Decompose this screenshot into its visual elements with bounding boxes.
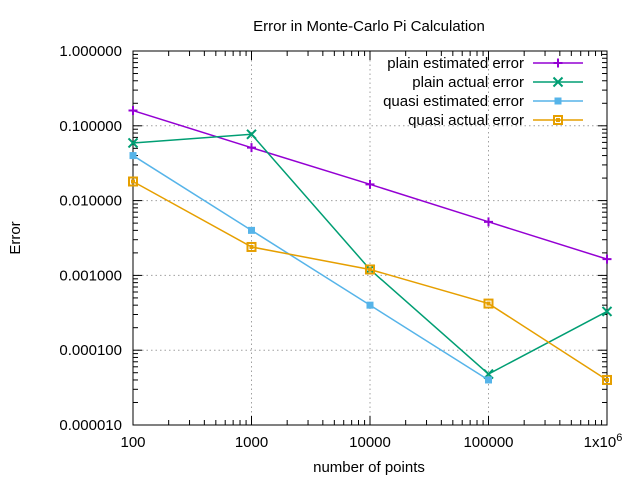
legend-entry: quasi estimated error [383, 93, 583, 110]
legend: plain estimated error plain actual error q… [383, 55, 583, 129]
y-tick-label: 0.000100 [59, 342, 122, 359]
y-tick-label: 0.000010 [59, 417, 122, 434]
series-line [132, 154, 489, 381]
cross-marker [552, 76, 564, 88]
open-square-marker [483, 298, 494, 309]
chart-title: Error in Monte-Carlo Pi Calculation [253, 18, 485, 35]
series-3 [129, 152, 492, 384]
cross-marker [127, 137, 139, 149]
grid [133, 51, 607, 425]
plus-marker [365, 179, 375, 189]
series-4 [128, 176, 612, 385]
filled-square-marker [366, 301, 374, 309]
x-tick-label: 10000 [349, 434, 391, 451]
y-tick-label: 0.001000 [59, 267, 122, 284]
plus-marker [247, 143, 256, 153]
open-square-marker-core [556, 118, 560, 122]
cross-marker [601, 306, 613, 317]
open-square-marker-core [249, 244, 254, 249]
tick-labels: 100 1000 10000 100000 1x106 1.000000 0.100000 0… [59, 43, 622, 451]
open-square-marker [246, 241, 257, 252]
axis-ticks [132, 50, 608, 426]
legend-label: quasi estimated error [383, 93, 524, 110]
series [127, 106, 613, 385]
x-tick-label: 1x106 [584, 432, 623, 451]
y-tick-label: 1.000000 [59, 43, 122, 60]
open-square-marker-core [131, 179, 135, 184]
open-square-marker-core [368, 267, 372, 272]
legend-label: quasi actual error [408, 112, 524, 129]
open-square-marker [553, 115, 563, 125]
open-square-marker [365, 264, 375, 275]
y-tick-label: 0.010000 [59, 193, 122, 210]
open-square-marker [128, 176, 138, 187]
filled-square-marker [554, 97, 562, 105]
open-square-marker-core [486, 301, 491, 306]
filled-square-marker [129, 152, 137, 160]
legend-entry: quasi actual error [408, 112, 583, 129]
y-axis-label: Error [7, 221, 24, 254]
x-tick-label: 1000 [235, 434, 268, 451]
filled-square-marker [248, 226, 255, 234]
plus-marker [602, 254, 612, 264]
plus-marker [553, 58, 563, 68]
open-square-marker-core [605, 377, 609, 382]
legend-entry: plain estimated error [387, 55, 583, 72]
plus-marker [484, 217, 493, 227]
x-tick-label: 100000 [463, 434, 513, 451]
filled-square-marker [485, 376, 492, 384]
x-axis-label: number of points [313, 459, 425, 476]
legend-label: plain estimated error [387, 55, 524, 72]
legend-label: plain actual error [412, 74, 524, 91]
y-tick-label: 0.100000 [59, 118, 122, 135]
x-tick-label: 100 [120, 434, 145, 451]
series-1 [128, 106, 612, 264]
legend-entry: plain actual error [412, 74, 583, 91]
cross-marker [246, 129, 257, 140]
open-square-marker [602, 374, 612, 385]
plot-frame [132, 50, 608, 426]
plus-marker [128, 106, 138, 116]
